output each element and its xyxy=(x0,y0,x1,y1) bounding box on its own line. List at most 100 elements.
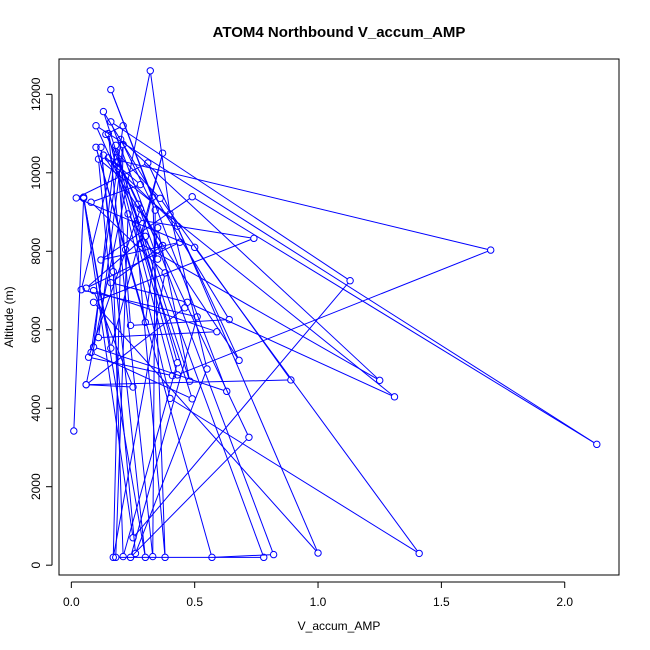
series-line-segment xyxy=(101,331,214,338)
x-tick-label: 2.0 xyxy=(556,595,573,609)
data-point xyxy=(141,318,150,326)
series-line-segment xyxy=(133,319,227,326)
y-tick-label: 2000 xyxy=(29,473,43,500)
x-tick-label: 1.5 xyxy=(433,595,450,609)
data-point xyxy=(188,395,196,403)
data-point xyxy=(119,122,127,130)
x-tick-label: 0.5 xyxy=(186,595,203,609)
data-point xyxy=(126,553,135,562)
data-point xyxy=(250,234,258,243)
data-point xyxy=(89,286,98,295)
data-point xyxy=(72,194,80,202)
data-point xyxy=(104,154,113,162)
data-point xyxy=(173,371,182,379)
series-line-segment xyxy=(134,282,349,536)
data-point xyxy=(84,353,93,361)
data-point xyxy=(82,380,90,389)
data-point xyxy=(149,552,157,561)
series-line-segment xyxy=(118,163,178,372)
x-axis-label: V_accum_AMP xyxy=(298,619,381,633)
data-point xyxy=(136,180,145,189)
series-line-segment xyxy=(96,239,252,302)
series-line-segment xyxy=(100,150,114,269)
series-line-segment xyxy=(152,213,156,554)
data-point xyxy=(141,553,150,562)
series-line-segment xyxy=(145,239,264,555)
series-line-segment xyxy=(73,200,85,428)
data-point xyxy=(161,269,169,277)
data-point xyxy=(245,433,253,441)
series-line-segment xyxy=(113,246,161,282)
series-line-segment xyxy=(178,228,318,551)
data-point xyxy=(92,143,100,151)
data-point xyxy=(114,164,122,173)
data-point xyxy=(112,553,120,562)
series-line-segment xyxy=(135,226,192,396)
data-point xyxy=(87,198,95,206)
y-tick-label: 6000 xyxy=(29,316,43,343)
series-line-segment xyxy=(88,309,183,384)
series-line-segment xyxy=(105,156,176,225)
data-point xyxy=(107,344,115,352)
series-line-segment xyxy=(115,217,129,555)
series-line-segment xyxy=(104,157,238,358)
series-line-segment xyxy=(98,162,136,551)
data-point xyxy=(203,365,211,373)
data-point xyxy=(124,210,132,218)
data-point xyxy=(223,387,231,396)
data-point xyxy=(77,286,85,294)
data-point xyxy=(131,220,140,228)
data-point xyxy=(269,550,278,559)
data-point xyxy=(161,553,169,562)
data-point xyxy=(149,193,157,201)
data-point xyxy=(487,246,495,254)
data-point xyxy=(134,216,142,224)
data-point xyxy=(593,440,601,449)
y-axis-label: Altitude (m) xyxy=(2,286,16,347)
series-line-segment xyxy=(189,303,392,396)
data-point xyxy=(92,122,100,130)
y-tick-label: 10000 xyxy=(29,156,43,190)
data-point xyxy=(193,313,201,321)
data-point xyxy=(119,140,127,149)
y-tick-label: 12000 xyxy=(29,77,43,111)
series-line-segment xyxy=(98,127,595,444)
series-line-segment xyxy=(89,384,130,388)
data-point xyxy=(158,241,167,250)
series-layer xyxy=(70,67,601,562)
data-point xyxy=(153,224,162,232)
series-line-segment xyxy=(106,137,249,435)
data-point xyxy=(173,222,182,230)
data-point xyxy=(109,553,117,562)
data-point xyxy=(119,552,127,561)
x-tick-label: 0.0 xyxy=(63,595,80,609)
series-line-segment xyxy=(118,171,173,373)
data-point xyxy=(126,321,135,330)
data-point xyxy=(82,284,90,292)
data-point xyxy=(168,371,177,380)
data-point xyxy=(186,377,194,385)
series-line-segment xyxy=(135,226,166,555)
data-point xyxy=(129,534,137,542)
series-line-segment xyxy=(148,165,239,358)
data-point xyxy=(390,393,399,401)
data-point xyxy=(314,549,322,557)
series-line-segment xyxy=(88,238,144,287)
series-line-segment xyxy=(194,197,595,444)
data-point xyxy=(146,67,154,75)
series-line-segment xyxy=(103,242,177,260)
data-point xyxy=(97,256,105,264)
series-line-segment xyxy=(89,211,140,355)
y-tick-label: 4000 xyxy=(29,395,43,422)
data-point xyxy=(287,376,295,384)
data-point xyxy=(131,549,140,558)
data-point xyxy=(136,239,145,248)
data-point xyxy=(153,255,162,263)
data-point xyxy=(134,200,142,208)
y-tick-label: 0 xyxy=(29,562,43,569)
data-point xyxy=(107,85,115,94)
data-point xyxy=(260,553,268,562)
series-line-segment xyxy=(113,123,348,280)
series-line-segment xyxy=(94,293,133,385)
